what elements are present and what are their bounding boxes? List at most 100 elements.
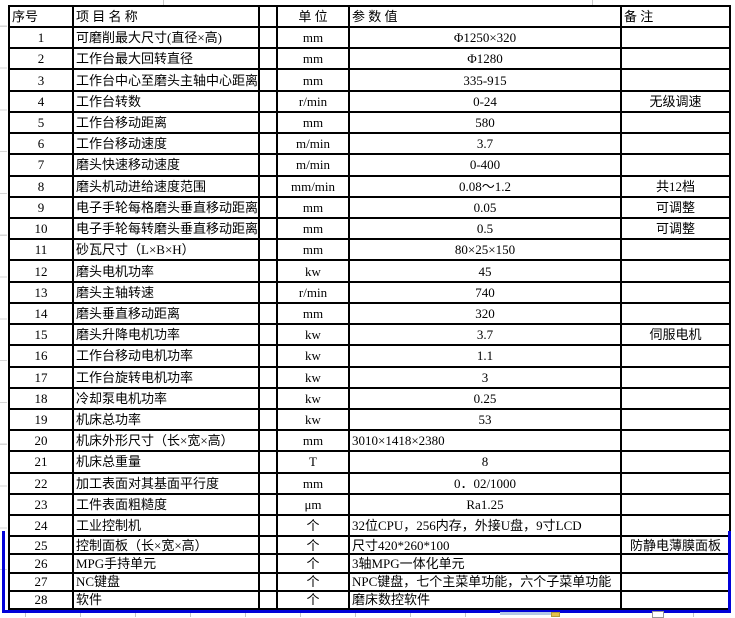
- value-cell[interactable]: 45: [348, 259, 622, 283]
- row-number[interactable]: 22: [8, 471, 74, 495]
- value-cell[interactable]: 0．02/1000: [348, 471, 622, 495]
- note-cell[interactable]: 防静电薄膜面板: [620, 535, 731, 556]
- item-name[interactable]: NC键盘: [72, 571, 260, 592]
- unit-cell[interactable]: 个: [276, 514, 350, 538]
- row-number[interactable]: 10: [8, 216, 74, 241]
- item-name[interactable]: 磨头主轴转速: [72, 280, 260, 304]
- unit-cell[interactable]: m/min: [276, 132, 350, 156]
- item-name[interactable]: 控制面板（长×宽×高）: [72, 535, 260, 556]
- note-cell[interactable]: [620, 68, 731, 92]
- value-cell[interactable]: 3轴MPG一体化单元: [348, 553, 622, 574]
- row-number[interactable]: 8: [8, 174, 74, 198]
- item-name[interactable]: 电子手轮每转磨头垂直移动距离: [72, 216, 260, 241]
- unit-cell[interactable]: kw: [276, 259, 350, 283]
- row-number[interactable]: 6: [8, 132, 74, 156]
- unit-cell[interactable]: 个: [276, 535, 350, 556]
- unit-cell[interactable]: mm/min: [276, 174, 350, 198]
- row-number[interactable]: 25: [8, 535, 74, 556]
- value-cell[interactable]: 80×25×150: [348, 238, 622, 262]
- value-cell[interactable]: 0-400: [348, 153, 622, 177]
- header-unit[interactable]: 单 位: [276, 5, 350, 28]
- header-note[interactable]: 备 注: [620, 5, 731, 28]
- row-number[interactable]: 12: [8, 259, 74, 283]
- note-cell[interactable]: [620, 365, 731, 389]
- item-name[interactable]: 机床总功率: [72, 407, 260, 432]
- unit-cell[interactable]: mm: [276, 471, 350, 495]
- item-name[interactable]: 机床总重量: [72, 450, 260, 474]
- value-cell[interactable]: 3.7: [348, 132, 622, 156]
- item-name[interactable]: 机床外形尺寸（长×宽×高）: [72, 429, 260, 453]
- value-cell[interactable]: Φ1280: [348, 47, 622, 71]
- item-name[interactable]: 工作台旋转电机功率: [72, 365, 260, 389]
- value-cell[interactable]: NPC键盘，七个主菜单功能，六个子菜单功能: [348, 571, 622, 592]
- note-cell[interactable]: [620, 132, 731, 156]
- note-cell[interactable]: [620, 110, 731, 135]
- value-cell[interactable]: 0.25: [348, 386, 622, 410]
- item-name[interactable]: 加工表面对其基面平行度: [72, 471, 260, 495]
- unit-cell[interactable]: mm: [276, 25, 350, 50]
- value-cell[interactable]: 53: [348, 407, 622, 432]
- note-cell[interactable]: [620, 429, 731, 453]
- row-number[interactable]: 24: [8, 514, 74, 538]
- item-name[interactable]: 冷却泵电机功率: [72, 386, 260, 410]
- row-number[interactable]: 19: [8, 407, 74, 432]
- unit-cell[interactable]: mm: [276, 68, 350, 92]
- note-cell[interactable]: [620, 47, 731, 71]
- item-name[interactable]: 砂瓦尺寸（L×B×H）: [72, 238, 260, 262]
- unit-cell[interactable]: 个: [276, 571, 350, 592]
- unit-cell[interactable]: mm: [276, 195, 350, 219]
- value-cell[interactable]: 尺寸420*260*100: [348, 535, 622, 556]
- header-no[interactable]: 序号: [8, 5, 74, 28]
- unit-cell[interactable]: kw: [276, 386, 350, 410]
- unit-cell[interactable]: T: [276, 450, 350, 474]
- item-name[interactable]: 工作台移动电机功率: [72, 344, 260, 368]
- item-name[interactable]: 电子手轮每格磨头垂直移动距离: [72, 195, 260, 219]
- item-name[interactable]: 软件: [72, 589, 260, 611]
- item-name[interactable]: 工作台移动速度: [72, 132, 260, 156]
- row-number[interactable]: 15: [8, 323, 74, 347]
- item-name[interactable]: 工件表面粗糙度: [72, 492, 260, 517]
- value-cell[interactable]: 0.5: [348, 216, 622, 241]
- value-cell[interactable]: 0.08～1.2: [348, 174, 622, 198]
- value-cell[interactable]: 0.05: [348, 195, 622, 219]
- item-name[interactable]: 磨头垂直移动距离: [72, 301, 260, 326]
- value-cell[interactable]: 335-915: [348, 68, 622, 92]
- row-number[interactable]: 28: [8, 589, 74, 611]
- item-name[interactable]: 磨头机动进给速度范围: [72, 174, 260, 198]
- note-cell[interactable]: [620, 25, 731, 50]
- row-number[interactable]: 11: [8, 238, 74, 262]
- row-number[interactable]: 7: [8, 153, 74, 177]
- value-cell[interactable]: 3010×1418×2380: [348, 429, 622, 453]
- note-cell[interactable]: [620, 471, 731, 495]
- value-cell[interactable]: 0-24: [348, 89, 622, 113]
- unit-cell[interactable]: r/min: [276, 280, 350, 304]
- item-name[interactable]: 工作台移动距离: [72, 110, 260, 135]
- note-cell[interactable]: 伺服电机: [620, 323, 731, 347]
- note-cell[interactable]: [620, 238, 731, 262]
- row-number[interactable]: 21: [8, 450, 74, 474]
- item-name[interactable]: 磨头升降电机功率: [72, 323, 260, 347]
- value-cell[interactable]: 磨床数控软件: [348, 589, 622, 611]
- row-number[interactable]: 13: [8, 280, 74, 304]
- note-cell[interactable]: [620, 344, 731, 368]
- item-name[interactable]: MPG手持单元: [72, 553, 260, 574]
- note-cell[interactable]: [620, 259, 731, 283]
- unit-cell[interactable]: kw: [276, 407, 350, 432]
- value-cell[interactable]: 3.7: [348, 323, 622, 347]
- row-number[interactable]: 20: [8, 429, 74, 453]
- unit-cell[interactable]: mm: [276, 216, 350, 241]
- row-number[interactable]: 9: [8, 195, 74, 219]
- note-cell[interactable]: [620, 407, 731, 432]
- unit-cell[interactable]: 个: [276, 589, 350, 611]
- unit-cell[interactable]: kw: [276, 323, 350, 347]
- item-name[interactable]: 工业控制机: [72, 514, 260, 538]
- note-cell[interactable]: [620, 280, 731, 304]
- note-cell[interactable]: [620, 450, 731, 474]
- note-cell[interactable]: [620, 386, 731, 410]
- value-cell[interactable]: 8: [348, 450, 622, 474]
- note-cell[interactable]: [620, 153, 731, 177]
- note-cell[interactable]: 无级调速: [620, 89, 731, 113]
- item-name[interactable]: 可磨削最大尺寸(直径×高): [72, 25, 260, 50]
- unit-cell[interactable]: mm: [276, 110, 350, 135]
- note-cell[interactable]: [620, 492, 731, 517]
